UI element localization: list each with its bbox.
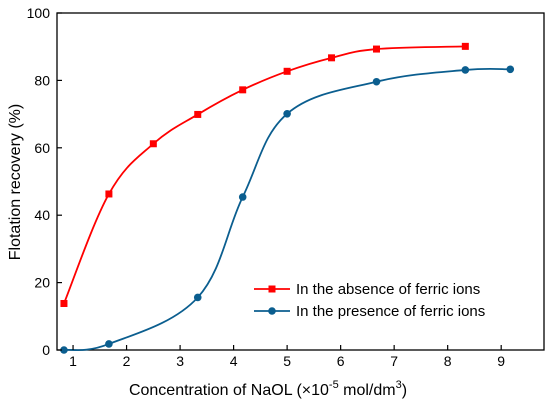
y-tick-label: 20 xyxy=(34,275,50,291)
x-tick-label: 3 xyxy=(176,353,184,369)
data-point-circle xyxy=(372,77,381,86)
legend-marker-square xyxy=(268,285,276,293)
series-line-0 xyxy=(63,45,466,304)
data-point-circle xyxy=(506,65,515,74)
data-point-circle xyxy=(60,346,68,354)
data-point-circle xyxy=(283,109,291,118)
data-point-circle xyxy=(105,340,113,348)
data-point-square xyxy=(149,140,157,148)
y-tick-label: 40 xyxy=(34,207,50,223)
markers xyxy=(60,42,515,354)
x-tick-label: 5 xyxy=(283,353,291,369)
x-axis-label-unit-exp: 3 xyxy=(396,379,402,391)
x-tick-label: 8 xyxy=(444,353,452,369)
y-tick-label: 100 xyxy=(27,5,51,21)
data-point-square xyxy=(239,86,247,94)
legend: In the absence of ferric ions In the pres… xyxy=(254,281,485,320)
data-point-square xyxy=(105,190,113,198)
plot-frame xyxy=(56,12,545,351)
data-point-square xyxy=(194,110,202,118)
x-axis-label-times: ×10 xyxy=(302,382,329,399)
y-tick-label: 80 xyxy=(34,72,50,88)
x-tick-label: 2 xyxy=(123,353,131,369)
x-tick-label: 9 xyxy=(497,353,505,369)
x-axis-label: Concentration of NaOL (×10-5 mol/dm3) xyxy=(129,379,407,399)
x-axis-label-unit: mol/dm xyxy=(339,382,396,399)
data-point-square xyxy=(283,67,291,75)
axis-ticks: 1 2 3 4 5 6 7 8 9 0 20 40 60 80 100 xyxy=(27,5,506,369)
data-point-square xyxy=(60,299,68,307)
x-axis-label-main: Concentration of NaOL ( xyxy=(129,382,303,399)
x-tick-label: 7 xyxy=(390,353,398,369)
data-point-circle xyxy=(461,66,470,74)
data-point-square xyxy=(372,45,380,53)
x-tick-label: 4 xyxy=(230,353,238,369)
legend-label-1: In the presence of ferric ions xyxy=(296,303,485,320)
x-tick-label: 6 xyxy=(337,353,345,369)
plot-area-border xyxy=(56,12,545,351)
data-point-circle xyxy=(193,293,202,302)
data-point-square xyxy=(328,54,336,62)
x-axis-label-close: ) xyxy=(402,382,407,399)
series-line-1 xyxy=(63,67,511,352)
data-point-circle xyxy=(238,193,247,201)
y-tick-label: 60 xyxy=(34,140,50,156)
x-axis-label-exp: -5 xyxy=(329,379,339,391)
legend-marker-circle xyxy=(268,307,276,315)
y-axis-label: Flotation recovery (%) xyxy=(7,104,24,261)
y-tick-label: 0 xyxy=(42,342,50,358)
data-point-square xyxy=(461,42,469,50)
x-tick-label: 1 xyxy=(69,353,77,369)
legend-label-0: In the absence of ferric ions xyxy=(296,281,480,298)
